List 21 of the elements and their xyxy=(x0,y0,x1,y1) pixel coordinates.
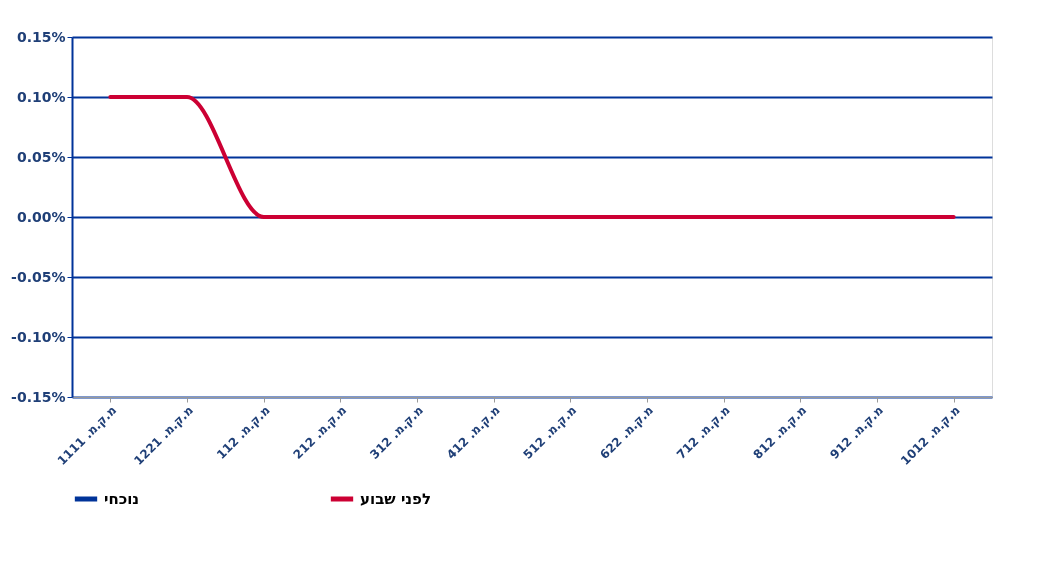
x-tick-label: מ.ק.מ. 1221 xyxy=(131,403,196,468)
x-tick-label: מ.ק.מ. 712 xyxy=(673,403,733,462)
x-tick-label: מ.ק.מ. 212 xyxy=(290,403,350,462)
y-tick-label: 0.10% xyxy=(16,88,66,105)
y-tick-label: -0.05% xyxy=(11,268,66,285)
y-tick-label: -0.15% xyxy=(11,388,66,405)
x-tick-label: מ.ק.מ. 622 xyxy=(597,403,656,462)
legend-label: נוכחי xyxy=(104,490,140,508)
x-tick-label: מ.ק.מ. 312 xyxy=(367,403,426,462)
x-tick-label: מ.ק.מ. 1111 xyxy=(54,403,120,468)
x-tick-label: מ.ק.מ. 112 xyxy=(213,403,273,462)
y-tick-label: 0.00% xyxy=(16,208,66,225)
x-tick-label: מ.ק.מ. 1012 xyxy=(897,403,963,468)
x-tick-label: מ.ק.מ. 412 xyxy=(443,403,503,462)
y-tick-label: 0.05% xyxy=(16,148,66,165)
x-tick-label: מ.ק.מ. 912 xyxy=(827,403,886,462)
legend-label: לפני שבוע xyxy=(360,490,432,508)
x-tick-label: מ.ק.מ. 812 xyxy=(750,403,810,462)
y-tick-label: -0.10% xyxy=(11,328,66,345)
y-tick-label: 0.15% xyxy=(16,28,66,45)
x-tick-label: מ.ק.מ. 512 xyxy=(520,403,580,462)
